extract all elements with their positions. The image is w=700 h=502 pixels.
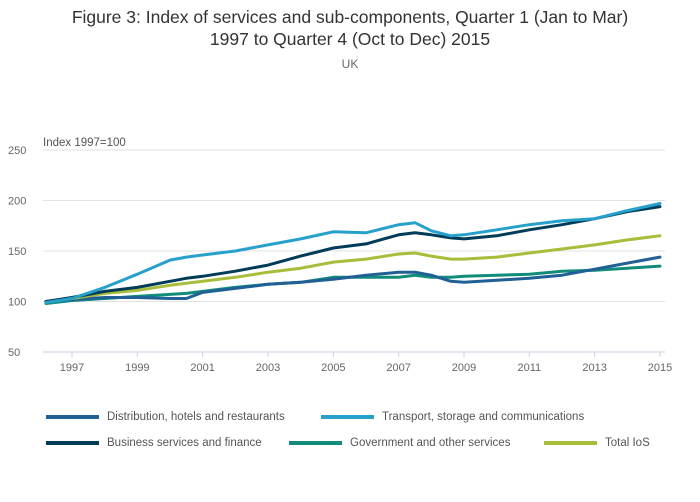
x-tick-label: 1999 [125,362,149,374]
gridlines [43,149,665,353]
series-line-transport-storage-and-communications[interactable] [44,202,662,304]
legend-swatch-government [289,441,342,445]
series-line-distribution-hotels-and-restaurants[interactable] [44,255,662,303]
legend: Distribution, hotels and restaurants Tra… [46,404,686,456]
line-chart: 50 100 150 200 250 1997 1999 2001 2003 2005 2007 2… [8,137,672,374]
x-axis-ticks: 1997 1999 2001 2003 2005 2007 2009 2011 2013 2015 [60,352,672,374]
legend-item-total-ios[interactable]: Total IoS [544,437,650,449]
series-lines [44,202,662,305]
series-line-government-and-other-services[interactable] [44,264,662,305]
legend-label: Government and other services [350,437,511,449]
chart-subtitle: UK [341,57,359,71]
legend-swatch-total-ios [544,441,597,445]
legend-label: Distribution, hotels and restaurants [107,411,285,423]
legend-item-distribution[interactable]: Distribution, hotels and restaurants [46,411,321,423]
chart-title-line-2: 1997 to Quarter 4 (Oct to Dec) 2015 [209,29,491,49]
x-tick-label: 1997 [60,362,84,374]
y-tick-label: 100 [8,297,26,309]
x-tick-label: 2015 [648,362,672,374]
series-line-business-services-and-finance[interactable] [44,205,662,303]
legend-swatch-distribution [46,415,99,419]
legend-item-transport[interactable]: Transport, storage and communications [321,411,584,423]
x-tick-label: 2013 [582,362,606,374]
legend-swatch-business [46,441,99,445]
series-line-total-ios[interactable] [44,234,662,303]
y-axis-ticks: 50 100 150 200 250 [8,145,26,359]
legend-label: Transport, storage and communications [382,411,585,423]
y-axis-label: Index 1997=100 [43,137,126,149]
y-tick-label: 150 [8,246,26,258]
x-tick-label: 2003 [256,362,280,374]
y-tick-label: 250 [8,145,26,157]
x-tick-label: 2009 [452,362,476,374]
legend-label: Total IoS [605,437,650,449]
x-tick-label: 2011 [518,362,542,374]
y-tick-label: 50 [8,347,20,359]
legend-swatch-transport [321,415,374,419]
x-tick-label: 2001 [190,362,214,374]
legend-item-business[interactable]: Business services and finance [46,437,289,449]
x-tick-label: 2005 [321,362,345,374]
chart-title-line-1: Figure 3: Index of services and sub-comp… [71,7,629,27]
x-tick-label: 2007 [386,362,410,374]
y-tick-label: 200 [8,196,26,208]
legend-label: Business services and finance [107,437,262,449]
legend-row: Distribution, hotels and restaurants Tra… [46,404,686,430]
legend-row: Business services and finance Government… [46,430,686,456]
chart-title: Figure 3: Index of services and sub-comp… [0,6,700,50]
legend-item-government[interactable]: Government and other services [289,437,544,449]
